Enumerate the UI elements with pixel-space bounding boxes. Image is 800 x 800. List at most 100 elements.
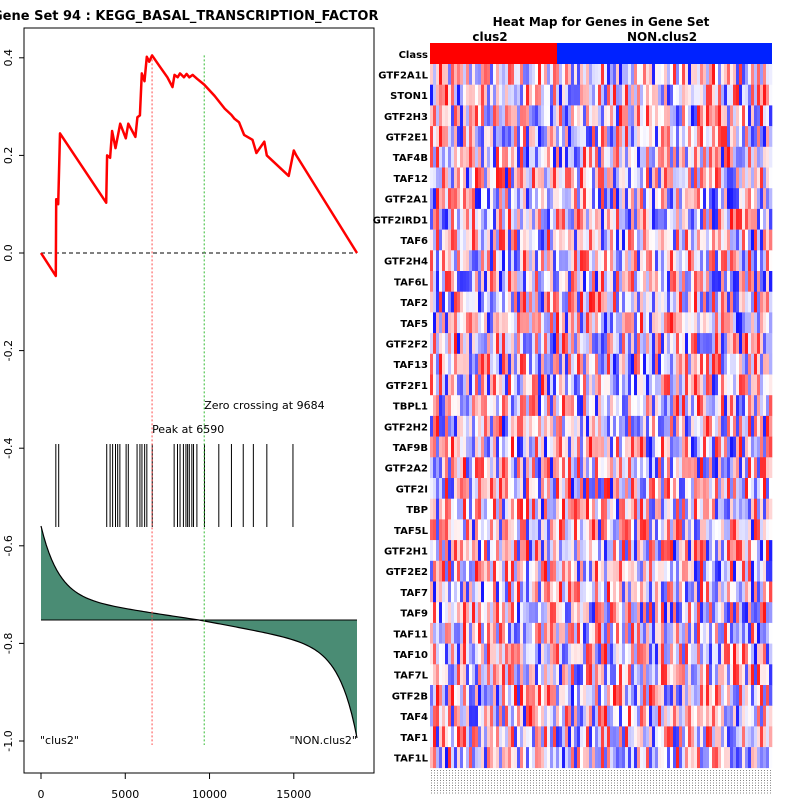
heatmap-cell [466,84,470,106]
heatmap-cell [727,685,731,706]
heatmap-cell [508,581,512,603]
heatmap-cell [676,208,680,230]
heatmap-cell [559,333,563,355]
heatmap-cell [514,229,518,251]
heatmap-cell [715,374,719,396]
heatmap-cell [508,747,512,769]
heatmap-cell [697,167,701,189]
heatmap-cell [430,395,434,417]
heatmap-cell [499,105,503,127]
heatmap-cell [718,581,722,603]
heatmap-cell [604,291,608,313]
heatmap-cell [769,436,773,458]
heatmap-cell [769,291,773,313]
gene-label: TAF6L [394,277,429,288]
heatmap-cell [535,126,539,148]
heatmap-cell [481,250,485,272]
heatmap-cell [430,747,434,769]
heatmap-cell [517,208,521,230]
heatmap-cell [580,602,584,624]
heatmap-cell [487,105,491,127]
heatmap-cell [490,436,494,458]
heatmap-cell [538,498,542,520]
heatmap-cell [499,519,503,541]
heatmap-cell [637,188,641,210]
heatmap-cell [511,643,515,665]
heatmap-cell [652,415,656,437]
heatmap-cell [448,643,452,665]
heatmap-cell [565,622,569,644]
heatmap-cell [646,105,650,127]
heatmap-cell [631,395,635,417]
heatmap-cell [568,581,572,603]
heatmap-cell [589,353,593,375]
heatmap-cell [448,126,452,148]
heatmap-cell [766,105,770,127]
heatmap-cell [670,188,674,210]
heatmap-cell [442,747,446,769]
heatmap-cell [607,705,611,727]
heatmap-cell [505,64,509,85]
heatmap-cell [709,374,713,396]
x-tick-label: 15000 [276,788,311,800]
heatmap-cell [544,726,548,748]
heatmap-cell [550,312,554,334]
heatmap-cell [712,498,716,520]
heatmap-cell [664,64,668,85]
heatmap-cell [655,271,659,292]
heatmap-cell [733,64,737,85]
heatmap-cell [757,643,761,665]
heatmap-cell [589,395,593,417]
heatmap-cell [460,685,464,706]
heatmap-cell [652,188,656,210]
heatmap-cell [442,250,446,272]
heatmap-cell [634,560,638,582]
heatmap-cell [763,64,767,85]
heatmap-cell [511,457,515,479]
heatmap-cell [646,271,650,292]
heatmap-cell [733,250,737,272]
heatmap-cell [685,581,689,603]
heatmap-cell [628,188,632,210]
heatmap-cell [454,540,458,562]
heatmap-cell [631,560,635,582]
heatmap-cell [658,208,662,230]
heatmap-cell [646,478,650,499]
heatmap-cell [598,271,602,292]
heatmap-cell [748,353,752,375]
heatmap-cell [709,560,713,582]
heatmap-cell [637,126,641,148]
heatmap-cell [538,250,542,272]
heatmap-cell [523,188,527,210]
heatmap-cell [736,519,740,541]
heatmap-cell [664,726,668,748]
heatmap-cell [616,457,620,479]
heatmap-cell [673,581,677,603]
heatmap-cell [643,64,647,85]
heatmap-cell [463,374,467,396]
heatmap-cell [538,664,542,686]
heatmap-cell [709,622,713,644]
heatmap-cell [661,540,665,562]
heatmap-cell [676,457,680,479]
heatmap-cell [469,415,473,437]
heatmap-cell [502,312,506,334]
heatmap-cell [574,126,578,148]
heatmap-cell [580,726,584,748]
heatmap-cell [628,333,632,355]
heatmap-cell [724,664,728,686]
heatmap-cell [664,84,668,106]
heatmap-cell [748,622,752,644]
heatmap-cell [688,395,692,417]
heatmap-cell [679,622,683,644]
heatmap-cell [517,271,521,292]
heatmap-cell [439,146,443,168]
heatmap-cell [646,726,650,748]
heatmap-cell [463,498,467,520]
heatmap-cell [736,167,740,189]
heatmap-cell [442,312,446,334]
heatmap-cell [763,353,767,375]
heatmap-cell [490,395,494,417]
heatmap-cell [703,271,707,292]
heatmap-cell [592,312,596,334]
